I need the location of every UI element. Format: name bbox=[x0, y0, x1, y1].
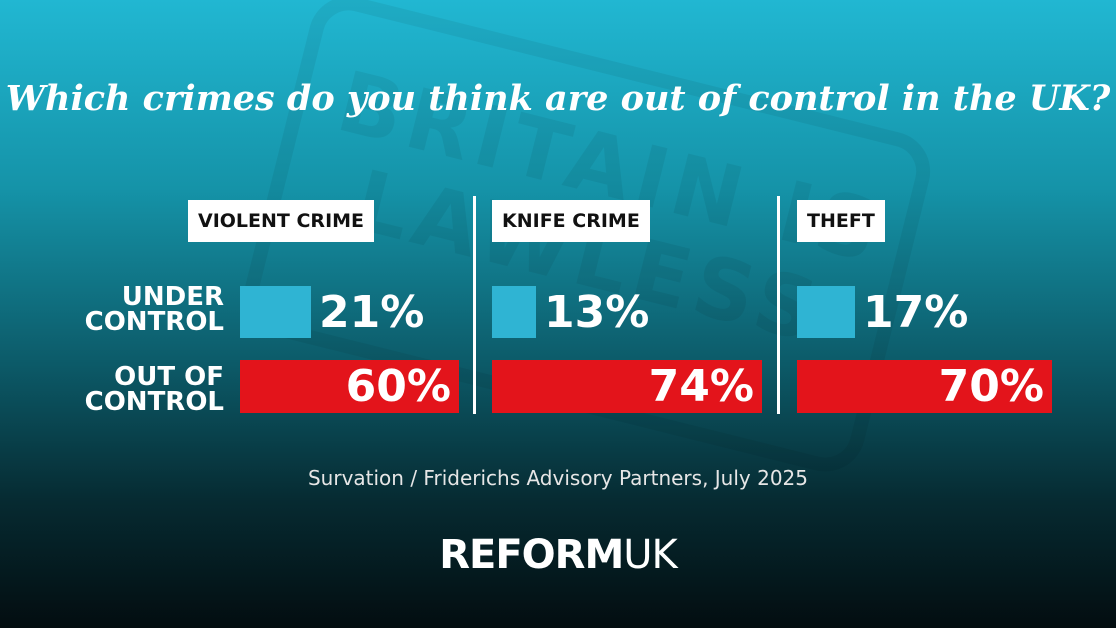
row-label-out-of-control: OUT OF CONTROL bbox=[84, 362, 224, 417]
logo-text-uk: UK bbox=[623, 532, 678, 578]
column-divider-1 bbox=[473, 196, 476, 414]
row-label-under-control: UNDER CONTROL bbox=[84, 282, 224, 337]
source-note: Survation / Friderichs Advisory Partners… bbox=[307, 466, 809, 490]
value-label-under-control-violent-crime: 21% bbox=[319, 287, 425, 338]
value-label-out-of-control-knife-crime: 74% bbox=[648, 361, 754, 412]
category-label-violent-crime: VIOLENT CRIME bbox=[188, 200, 375, 242]
category-label-theft: THEFT bbox=[797, 200, 885, 242]
category-label-knife-crime: KNIFE CRIME bbox=[492, 200, 650, 242]
bar-under-control-knife-crime bbox=[492, 286, 536, 338]
value-label-under-control-theft: 17% bbox=[863, 287, 969, 338]
value-label-out-of-control-theft: 70% bbox=[938, 361, 1044, 412]
column-divider-2 bbox=[777, 196, 780, 414]
bar-out-of-control-theft bbox=[797, 360, 1052, 413]
value-label-under-control-knife-crime: 13% bbox=[544, 287, 650, 338]
logo-text-reform: REFORM bbox=[439, 532, 624, 578]
bar-out-of-control-knife-crime bbox=[492, 360, 762, 413]
reform-uk-logo: REFORMUK bbox=[0, 532, 1116, 578]
chart-title: Which crimes do you think are out of con… bbox=[5, 78, 1111, 119]
value-label-out-of-control-violent-crime: 60% bbox=[345, 361, 451, 412]
bar-under-control-violent-crime bbox=[240, 286, 311, 338]
bar-out-of-control-violent-crime bbox=[240, 360, 459, 413]
bar-under-control-theft bbox=[797, 286, 855, 338]
